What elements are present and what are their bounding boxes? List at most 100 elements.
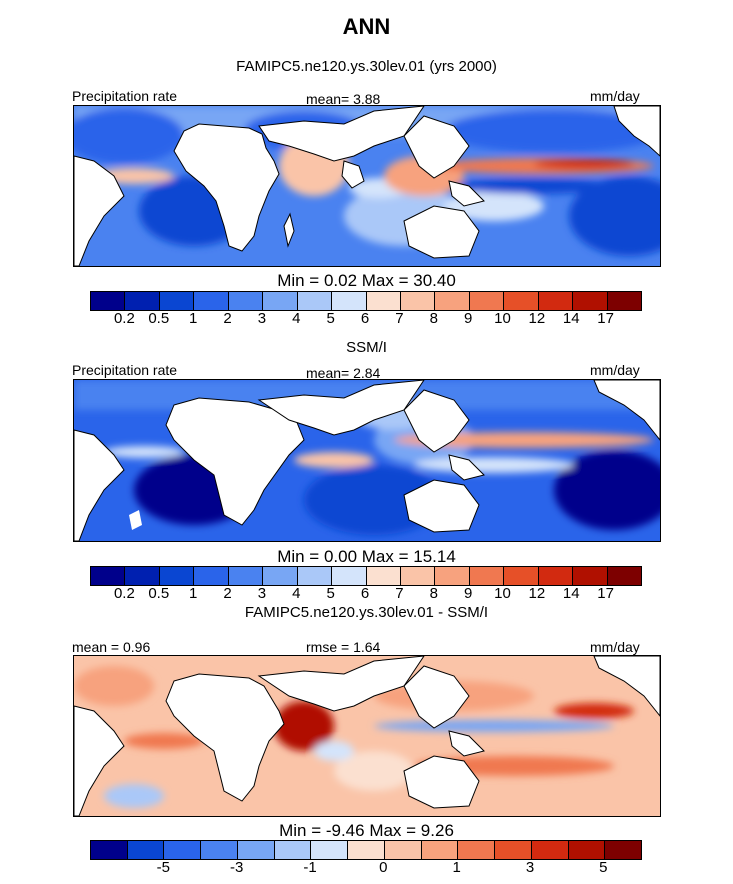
colorbar-swatch	[366, 567, 401, 585]
colorbar-swatch	[125, 292, 160, 310]
colorbar-tick-label: 8	[429, 310, 438, 327]
colorbar-swatch	[573, 292, 608, 310]
colorbar-swatch	[458, 841, 496, 859]
colorbar-swatch	[538, 292, 574, 310]
colorbar-swatch	[607, 292, 641, 310]
colorbar-swatch	[274, 841, 312, 859]
panel-1-map	[73, 105, 661, 267]
colorbar-swatch	[384, 841, 422, 859]
colorbar-swatch	[568, 841, 606, 859]
colorbar-swatch	[421, 841, 459, 859]
panel-3-units-label: mm/day	[590, 639, 640, 655]
colorbar-tick-label: 3	[257, 310, 267, 327]
panel-1-colorbar	[90, 291, 642, 311]
panel-2-colorbar	[90, 566, 642, 586]
colorbar-swatch	[263, 567, 298, 585]
colorbar-swatch	[531, 841, 569, 859]
colorbar-tick-label: 6	[360, 585, 370, 602]
colorbar-tick-label: -5	[156, 859, 170, 876]
colorbar-tick-label: 5	[599, 859, 608, 876]
colorbar-swatch	[159, 292, 195, 310]
colorbar-tick-label: 0.5	[148, 585, 170, 602]
colorbar-tick-label: 1	[452, 859, 461, 876]
colorbar-tick-label: 17	[597, 310, 614, 327]
panel-3-minmax: Min = -9.46 Max = 9.26	[279, 821, 454, 840]
panel-1-units-label: mm/day	[590, 88, 640, 104]
colorbar-tick-label: 2	[223, 585, 232, 602]
colorbar-swatch	[400, 567, 436, 585]
panel-3-map	[73, 655, 661, 817]
colorbar-swatch	[469, 292, 505, 310]
colorbar-tick-label: 0.2	[113, 585, 135, 602]
colorbar-swatch	[348, 841, 385, 859]
colorbar-swatch	[366, 292, 401, 310]
panel-2-colorbar-ticks: 0.2 0.5 1 2 3 4 5 6 7 8 9 10 12 14 17	[90, 586, 640, 602]
colorbar-swatch	[263, 292, 298, 310]
colorbar-tick-label: 0	[379, 859, 388, 876]
panel-3-colorbar-ticks: -5 -3 -1 0 1 3 5	[90, 860, 640, 876]
colorbar-swatch	[400, 292, 436, 310]
colorbar-tick-label: 12	[528, 310, 546, 327]
colorbar-swatch	[435, 292, 470, 310]
colorbar-tick-label: 2	[223, 310, 232, 327]
colorbar-swatch	[91, 567, 126, 585]
colorbar-tick-label: 5	[326, 585, 335, 602]
colorbar-tick-label: 17	[597, 585, 614, 602]
colorbar-tick-label: 8	[429, 585, 438, 602]
panel-2-mean-label: mean= 2.84	[306, 365, 381, 381]
panel-3-mean-label: mean = 0.96	[72, 639, 151, 655]
panel-2-subtitle: SSM/I	[346, 339, 387, 356]
colorbar-tick-label: 3	[525, 859, 535, 876]
colorbar-tick-label: 1	[188, 585, 198, 602]
colorbar-swatch	[504, 292, 539, 310]
colorbar-swatch	[607, 567, 641, 585]
colorbar-tick-label: 14	[562, 585, 580, 602]
colorbar-swatch	[201, 841, 238, 859]
colorbar-swatch	[164, 841, 202, 859]
colorbar-swatch	[297, 567, 333, 585]
colorbar-swatch	[228, 567, 264, 585]
panel-1-minmax: Min = 0.02 Max = 30.40	[277, 271, 456, 290]
colorbar-swatch	[237, 841, 275, 859]
colorbar-swatch	[159, 567, 195, 585]
colorbar-swatch	[538, 567, 574, 585]
colorbar-tick-label: 10	[494, 585, 511, 602]
colorbar-swatch	[91, 841, 128, 859]
panel-2-map	[73, 379, 661, 542]
panel-1-variable-label: Precipitation rate	[72, 88, 178, 104]
colorbar-swatch	[495, 841, 532, 859]
colorbar-swatch	[297, 292, 333, 310]
colorbar-swatch	[469, 567, 505, 585]
colorbar-tick-label: 1	[188, 310, 198, 327]
colorbar-tick-label: 9	[463, 585, 473, 602]
colorbar-tick-label: 5	[326, 310, 335, 327]
colorbar-swatch	[228, 292, 264, 310]
panel-2-variable-label: Precipitation rate	[72, 362, 178, 378]
colorbar-swatch	[504, 567, 539, 585]
colorbar-swatch	[194, 292, 229, 310]
colorbar-swatch	[435, 567, 470, 585]
panel-2-minmax: Min = 0.00 Max = 15.14	[277, 547, 456, 566]
colorbar-swatch	[127, 841, 165, 859]
colorbar-tick-label: 0.5	[148, 310, 170, 327]
colorbar-tick-label: 6	[360, 310, 370, 327]
colorbar-tick-label: 12	[528, 585, 546, 602]
panel-1-subtitle: FAMIPC5.ne120.ys.30lev.01 (yrs 2000)	[236, 58, 497, 75]
colorbar-tick-label: 3	[257, 585, 267, 602]
colorbar-tick-label: 4	[292, 585, 301, 602]
colorbar-tick-label: -3	[229, 859, 244, 876]
colorbar-swatch	[194, 567, 229, 585]
colorbar-swatch	[332, 292, 367, 310]
colorbar-tick-label: 7	[395, 310, 404, 327]
colorbar-swatch	[605, 841, 642, 859]
colorbar-tick-label: -1	[303, 859, 317, 876]
panel-3-rmse-label: rmse = 1.64	[306, 639, 381, 655]
panel-3-subtitle: FAMIPC5.ne120.ys.30lev.01 - SSM/I	[244, 604, 489, 621]
panel-3-colorbar	[90, 840, 642, 860]
panel-1-mean-label: mean= 3.88	[306, 91, 381, 107]
colorbar-tick-label: 10	[494, 310, 511, 327]
colorbar-tick-label: 14	[562, 310, 580, 327]
colorbar-swatch	[573, 567, 608, 585]
colorbar-tick-label: 7	[395, 585, 404, 602]
colorbar-tick-label: 4	[292, 310, 301, 327]
